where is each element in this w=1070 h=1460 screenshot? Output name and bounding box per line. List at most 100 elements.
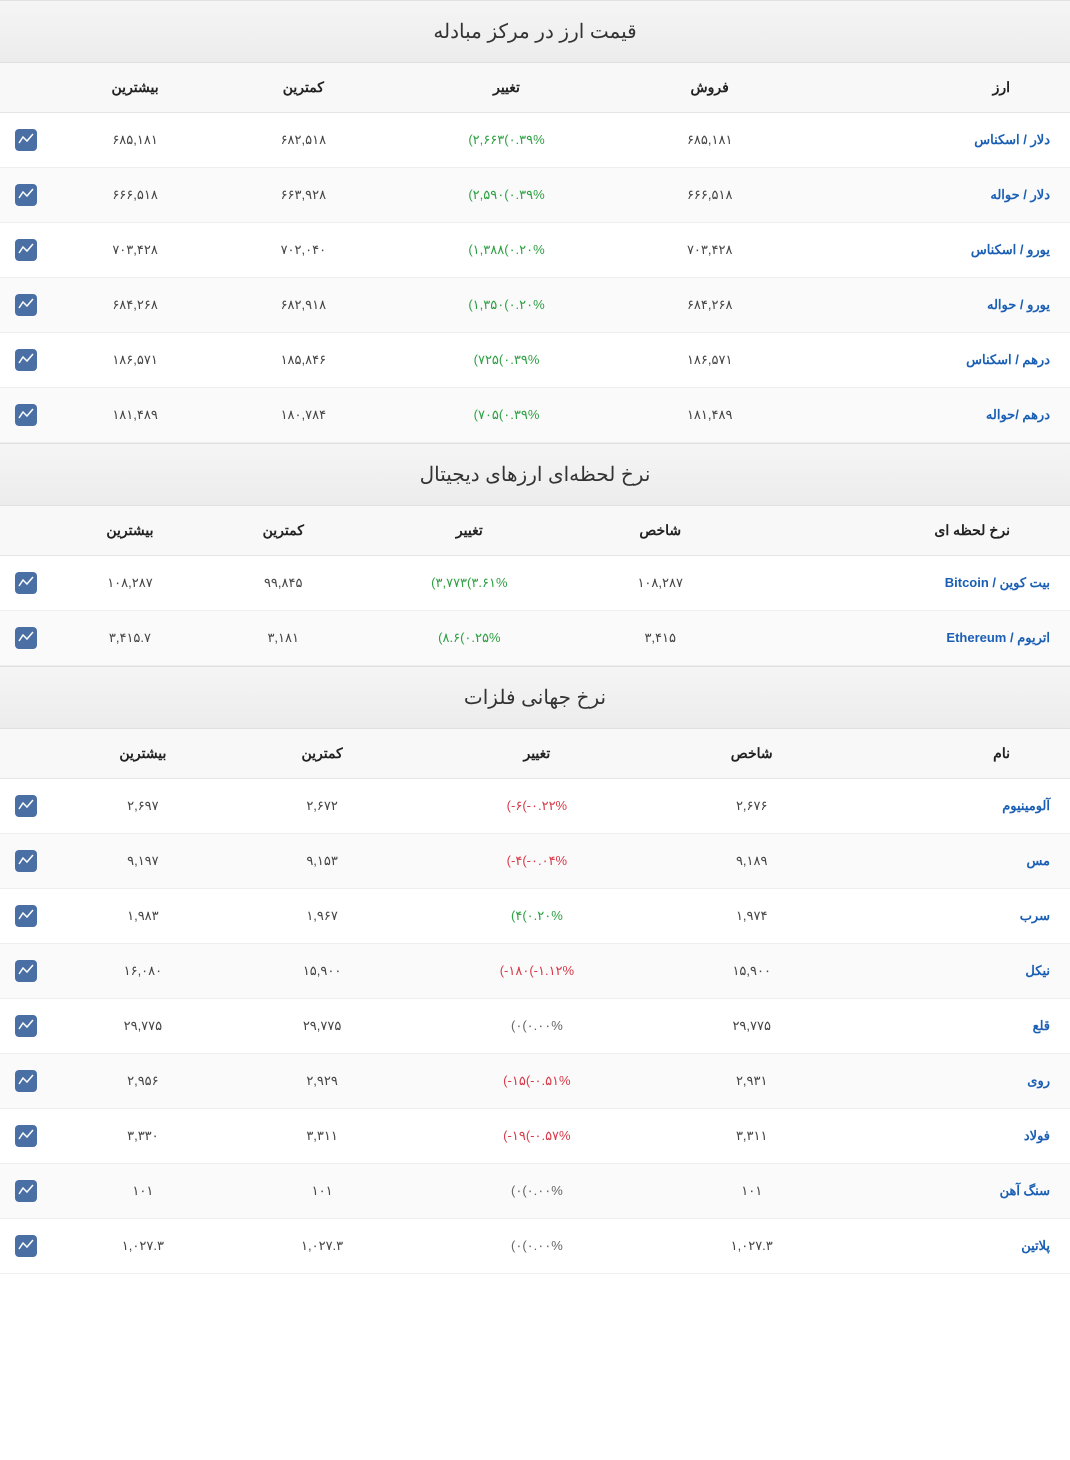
min-cell: ۱۰۱	[236, 1164, 409, 1219]
name-cell: فولاد	[838, 1109, 1070, 1164]
change-cell: ۷۲۵(۰.۳۹%)	[386, 333, 626, 388]
asset-link[interactable]: مس	[1026, 853, 1050, 868]
sale-cell: ۱۵,۹۰۰	[665, 944, 838, 999]
col-min: کمترین	[220, 63, 386, 113]
min-cell: ۲۹,۷۷۵	[236, 999, 409, 1054]
asset-link[interactable]: نیکل	[1025, 963, 1050, 978]
asset-link[interactable]: دلار / حواله	[990, 187, 1050, 202]
icon-cell	[0, 278, 50, 333]
table-row: سرب۱,۹۷۴۴(۰.۲۰%)۱,۹۶۷۱,۹۸۳	[0, 889, 1070, 944]
asset-link[interactable]: درهم / اسکناس	[966, 352, 1050, 367]
sale-cell: ۱۰۸,۲۸۷	[582, 556, 738, 611]
col-max: بیشترین	[50, 63, 220, 113]
chart-icon[interactable]	[15, 1070, 37, 1092]
sale-cell: ۷۰۳,۴۲۸	[627, 223, 793, 278]
max-cell: ۳,۴۱۵.۷	[50, 611, 210, 666]
col-change: تغییر	[408, 729, 665, 779]
asset-link[interactable]: پلاتین	[1021, 1238, 1050, 1253]
name-cell: درهم /حواله	[793, 388, 1070, 443]
asset-link[interactable]: سرب	[1020, 908, 1050, 923]
change-cell: -۴(-۰.۰۴%)	[408, 834, 665, 889]
asset-link[interactable]: یورو / حواله	[987, 297, 1050, 312]
change-cell: ۰(۰.۰۰%)	[408, 999, 665, 1054]
chart-icon[interactable]	[15, 1015, 37, 1037]
max-cell: ۱,۹۸۳	[50, 889, 236, 944]
asset-link[interactable]: آلومینیوم	[1002, 798, 1050, 813]
col-icon	[0, 506, 50, 556]
col-name: نام	[838, 729, 1070, 779]
name-cell: یورو / حواله	[793, 278, 1070, 333]
price-table: نرخ لحظه ایشاخصتغییرکمترینبیشترینبیت کوی…	[0, 506, 1070, 666]
name-cell: سرب	[838, 889, 1070, 944]
asset-link[interactable]: روی	[1027, 1073, 1050, 1088]
asset-link[interactable]: اتریوم / Ethereum	[946, 630, 1050, 645]
min-cell: ۱۸۵,۸۴۶	[220, 333, 386, 388]
section-title: قیمت ارز در مرکز مبادله	[0, 0, 1070, 63]
icon-cell	[0, 1164, 50, 1219]
table-row: دلار / حواله۶۶۶,۵۱۸۲,۵۹۰(۰.۳۹%)۶۶۳,۹۲۸۶۶…	[0, 168, 1070, 223]
sale-cell: ۳,۳۱۱	[665, 1109, 838, 1164]
max-cell: ۱۸۶,۵۷۱	[50, 333, 220, 388]
chart-icon[interactable]	[15, 294, 37, 316]
change-cell: ۷۰۵(۰.۳۹%)	[386, 388, 626, 443]
icon-cell	[0, 611, 50, 666]
change-cell: ۱,۳۵۰(۰.۲۰%)	[386, 278, 626, 333]
asset-link[interactable]: یورو / اسکناس	[971, 242, 1050, 257]
asset-link[interactable]: فولاد	[1024, 1128, 1050, 1143]
change-cell: -۱۹(-۰.۵۷%)	[408, 1109, 665, 1164]
icon-cell	[0, 1054, 50, 1109]
col-name: نرخ لحظه ای	[738, 506, 1070, 556]
icon-cell	[0, 834, 50, 889]
change-cell: ۰(۰.۰۰%)	[408, 1219, 665, 1274]
col-sale: شاخص	[582, 506, 738, 556]
chart-icon[interactable]	[15, 129, 37, 151]
icon-cell	[0, 944, 50, 999]
chart-icon[interactable]	[15, 795, 37, 817]
name-cell: نیکل	[838, 944, 1070, 999]
sale-cell: ۳,۴۱۵	[582, 611, 738, 666]
min-cell: ۲,۶۷۲	[236, 779, 409, 834]
max-cell: ۷۰۳,۴۲۸	[50, 223, 220, 278]
change-cell: ۴(۰.۲۰%)	[408, 889, 665, 944]
chart-icon[interactable]	[15, 627, 37, 649]
sale-cell: ۱,۹۷۴	[665, 889, 838, 944]
min-cell: ۲,۹۲۹	[236, 1054, 409, 1109]
col-change: تغییر	[357, 506, 583, 556]
min-cell: ۱,۰۲۷.۳	[236, 1219, 409, 1274]
name-cell: یورو / اسکناس	[793, 223, 1070, 278]
table-row: بیت کوین / Bitcoin۱۰۸,۲۸۷۳,۷۷۳(۳.۶۱%)۹۹,…	[0, 556, 1070, 611]
col-min: کمترین	[210, 506, 357, 556]
chart-icon[interactable]	[15, 349, 37, 371]
max-cell: ۱,۰۲۷.۳	[50, 1219, 236, 1274]
chart-icon[interactable]	[15, 960, 37, 982]
icon-cell	[0, 388, 50, 443]
max-cell: ۱۰۱	[50, 1164, 236, 1219]
change-cell: -۶(-۰.۲۲%)	[408, 779, 665, 834]
max-cell: ۳,۳۳۰	[50, 1109, 236, 1164]
chart-icon[interactable]	[15, 850, 37, 872]
asset-link[interactable]: بیت کوین / Bitcoin	[945, 575, 1050, 590]
asset-link[interactable]: قلع	[1033, 1018, 1050, 1033]
name-cell: درهم / اسکناس	[793, 333, 1070, 388]
chart-icon[interactable]	[15, 1235, 37, 1257]
asset-link[interactable]: سنگ آهن	[1000, 1183, 1050, 1198]
asset-link[interactable]: درهم /حواله	[986, 407, 1050, 422]
max-cell: ۱۶,۰۸۰	[50, 944, 236, 999]
chart-icon[interactable]	[15, 239, 37, 261]
max-cell: ۱۸۱,۴۸۹	[50, 388, 220, 443]
sale-cell: ۱۸۶,۵۷۱	[627, 333, 793, 388]
icon-cell	[0, 556, 50, 611]
asset-link[interactable]: دلار / اسکناس	[974, 132, 1050, 147]
chart-icon[interactable]	[15, 404, 37, 426]
chart-icon[interactable]	[15, 1125, 37, 1147]
sale-cell: ۶۸۵,۱۸۱	[627, 113, 793, 168]
max-cell: ۹,۱۹۷	[50, 834, 236, 889]
table-row: دلار / اسکناس۶۸۵,۱۸۱۲,۶۶۳(۰.۳۹%)۶۸۲,۵۱۸۶…	[0, 113, 1070, 168]
chart-icon[interactable]	[15, 572, 37, 594]
name-cell: آلومینیوم	[838, 779, 1070, 834]
chart-icon[interactable]	[15, 905, 37, 927]
sale-cell: ۶۶۶,۵۱۸	[627, 168, 793, 223]
table-row: پلاتین۱,۰۲۷.۳۰(۰.۰۰%)۱,۰۲۷.۳۱,۰۲۷.۳	[0, 1219, 1070, 1274]
chart-icon[interactable]	[15, 184, 37, 206]
chart-icon[interactable]	[15, 1180, 37, 1202]
